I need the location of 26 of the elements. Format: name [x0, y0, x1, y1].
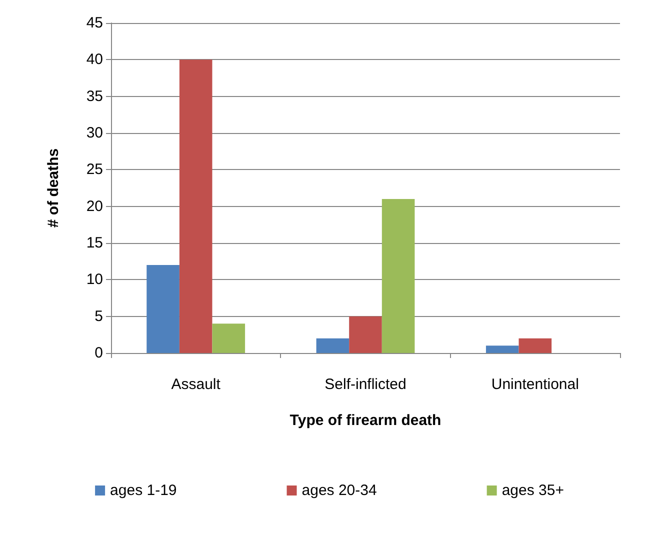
- bar: [146, 265, 180, 353]
- bar: [349, 316, 382, 353]
- y-tick-label: 45: [86, 14, 103, 32]
- y-tick-label: 25: [86, 161, 103, 178]
- y-tick-label: 10: [86, 271, 103, 288]
- bar: [486, 346, 519, 353]
- y-tick-label: 40: [86, 51, 103, 68]
- x-axis-title: Type of firearm death: [290, 412, 442, 429]
- y-axis-title: # of deaths: [45, 148, 62, 228]
- y-tick-label: 0: [94, 344, 103, 362]
- bar: [316, 338, 350, 353]
- x-tick-label: Assault: [171, 376, 222, 393]
- x-tick-label: Unintentional: [491, 376, 579, 393]
- x-tick-label: Self-inflicted: [324, 376, 406, 393]
- y-tick-label: 20: [86, 198, 103, 215]
- y-tick-label: 30: [86, 124, 103, 142]
- bar: [518, 338, 552, 353]
- legend-label: ages 1-19: [110, 482, 177, 499]
- bar: [382, 199, 415, 353]
- y-tick-label: 35: [86, 88, 103, 105]
- y-tick-label: 5: [94, 308, 103, 325]
- y-tick-label: 15: [86, 234, 103, 252]
- legend-label: ages 20-34: [302, 482, 377, 499]
- bar: [179, 60, 212, 353]
- bar: [212, 324, 246, 353]
- legend-label: ages 35+: [502, 482, 564, 499]
